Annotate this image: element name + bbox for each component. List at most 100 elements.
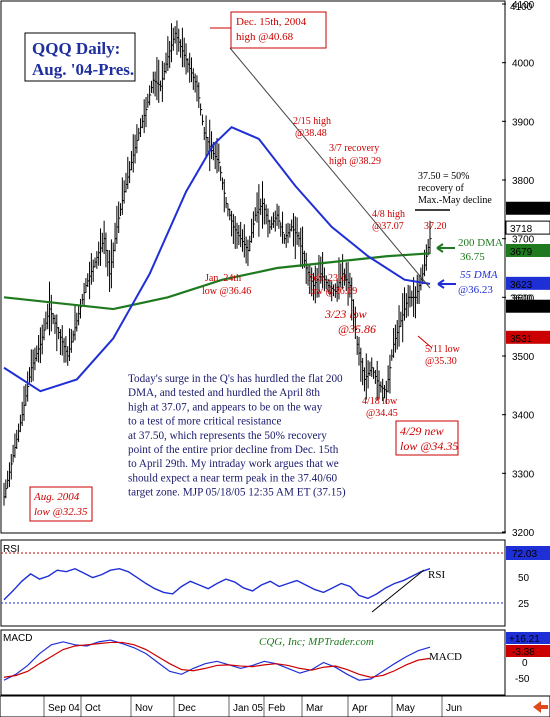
annotation-text: low @32.35	[34, 506, 88, 518]
annotation-text: high @40.68	[236, 31, 294, 43]
x-tick-label: Nov	[135, 703, 153, 714]
title-box: QQQ Daily: Aug. '04-Pres.	[24, 32, 136, 82]
x-axis-bar	[0, 695, 550, 717]
x-tick-label: Sep 04	[48, 703, 80, 714]
price-y-tick-label: 3900	[512, 117, 535, 128]
commentary-line: to a test of more critical resistance	[128, 416, 281, 428]
price-tag-box	[505, 220, 550, 235]
price-y-tick-label: 3500	[512, 352, 535, 363]
macd-value: +16.21	[509, 634, 540, 645]
annotation-apr18: 4/18 low @34.45	[362, 396, 398, 419]
annotation-feb23: Feb. 23rd low @36.69	[308, 273, 357, 297]
annotation-text: low @36.69	[308, 286, 357, 297]
rsi-label: RSI	[428, 569, 445, 581]
rsi-title: RSI	[3, 544, 20, 555]
x-tick-label: Feb	[268, 703, 286, 714]
rsi-panel-frame	[0, 539, 506, 627]
rsi-tick-25: 25	[518, 599, 530, 610]
price-y-tick-label: 3200	[512, 528, 535, 539]
annotation-text: @34.45	[366, 408, 398, 419]
macd-tick-0: 0	[522, 658, 528, 669]
price-tag-label: 3718	[510, 224, 533, 235]
ma55-name: 55 DMA	[460, 269, 498, 281]
x-axis-labels: Sep 04 Oct Nov Dec Jan 05 Feb Mar Apr May Jun	[43, 696, 462, 717]
annotation-text: @38.48	[295, 128, 327, 139]
commentary-line: high at 37.07, and appears to be on the …	[128, 401, 323, 413]
ma55-line	[3, 126, 431, 393]
annotation-text: 2/15 high	[293, 116, 331, 127]
annotation-text: Aug. 2004	[33, 491, 80, 503]
annotation-text: Feb. 23rd	[308, 273, 346, 284]
annotation-text: @37.07	[372, 221, 404, 232]
ma200-name: 200 DMA	[458, 237, 503, 249]
annotation-mar7: 3/7 recovery high @38.29	[329, 143, 381, 167]
annotation-mar23: 3/23 low @35.86	[324, 307, 376, 336]
ma200-line	[3, 252, 431, 311]
annotation-may11: 5/11 low @35.30	[425, 344, 461, 367]
macd-watermark: CQG, Inc; MPTrader.com	[259, 636, 374, 648]
commentary-line: DMA, and tested and hurdled the April 8t…	[128, 387, 320, 399]
price-y-tick-label: 3300	[512, 469, 535, 480]
ma55-arrow-icon	[437, 279, 456, 289]
commentary-line: Today's surge in the Q's has hurdled the…	[128, 373, 343, 385]
annotation-text: Jan. 24th	[205, 273, 241, 284]
price-y-tick-label: 3600	[512, 293, 535, 304]
annotation-dec15: Dec. 15th, 2004 high @40.68	[230, 11, 327, 49]
commentary-line: point of the entire prior decline from D…	[128, 444, 339, 456]
annotation-text: 4/29 new	[400, 424, 444, 438]
annotation-text: 5/11 low	[425, 344, 461, 355]
annotation-feb15: 2/15 high @38.48	[293, 116, 331, 139]
rsi-tick-50: 50	[518, 573, 530, 584]
annotation-text: 4/18 low	[362, 396, 398, 407]
macd-line	[3, 639, 431, 681]
macd-label: MACD	[429, 651, 462, 663]
annotation-text: low @36.46	[202, 286, 251, 297]
x-tick-label: Apr	[352, 703, 368, 714]
commentary-line: should expect a near term peak in the 37…	[128, 472, 337, 484]
price-tag-box	[506, 330, 550, 344]
chart-title: QQQ Daily:	[32, 39, 120, 58]
rsi-line	[3, 567, 431, 601]
price-tag-label: 3600	[510, 293, 533, 304]
annotation-jan24: Jan. 24th low @36.46	[202, 273, 251, 297]
x-tick-label: Jan 05	[233, 703, 263, 714]
scroll-left-arrow-icon[interactable]	[533, 701, 548, 713]
commentary-line: to April 29th. My intraday work argues t…	[128, 458, 339, 470]
macd-signal-line	[3, 641, 431, 678]
ma200-value: 36.75	[460, 251, 485, 263]
annotation-aug2004: Aug. 2004 low @32.35	[29, 486, 93, 522]
price-y-tick-label: 4100	[512, 0, 535, 11]
commentary-line: target zone. MJP 05/18/05 12:35 AM ET (3…	[128, 487, 346, 499]
price-tag-label: 3623	[510, 280, 533, 291]
annotation-text: @35.30	[425, 356, 457, 367]
rsi-trendline	[371, 569, 425, 613]
price-y-tick-label: 3700	[512, 235, 535, 246]
price-y-tick-label: 4000	[512, 59, 535, 70]
price-tag-label: 3584	[510, 303, 533, 314]
downtrend-line	[229, 47, 431, 289]
rsi-value-tag	[506, 546, 550, 560]
annotation-text: 4/8 high	[372, 209, 405, 220]
annotation-text: 3/7 recovery	[329, 143, 379, 154]
x-tick-label: May	[396, 703, 415, 714]
annotation-apr29: 4/29 new low @34.35	[395, 420, 459, 456]
macd-panel-frame	[0, 629, 506, 696]
x-tick-label: Oct	[85, 703, 101, 714]
annotation-text: 3/23 low	[324, 307, 367, 321]
macd-value-tag	[506, 632, 550, 644]
price-panel-frame	[0, 0, 506, 534]
annotation-pointer	[417, 335, 433, 349]
macd-tick-neg50: -50	[515, 674, 530, 685]
commentary-line: at 37.50, which represents the 50% recov…	[128, 430, 327, 442]
ma200-arrow-icon	[436, 243, 455, 253]
price-tag-box	[506, 299, 550, 313]
macd-signal-value: -3.38	[512, 647, 535, 658]
rsi-value: 72.03	[512, 549, 537, 560]
macd-title: MACD	[3, 633, 32, 644]
x-tick-label: Mar	[306, 703, 324, 714]
price-tag-label: 3679	[510, 247, 533, 258]
x-tick-label: Jun	[446, 703, 462, 714]
annotation-text: high @38.29	[329, 156, 381, 167]
